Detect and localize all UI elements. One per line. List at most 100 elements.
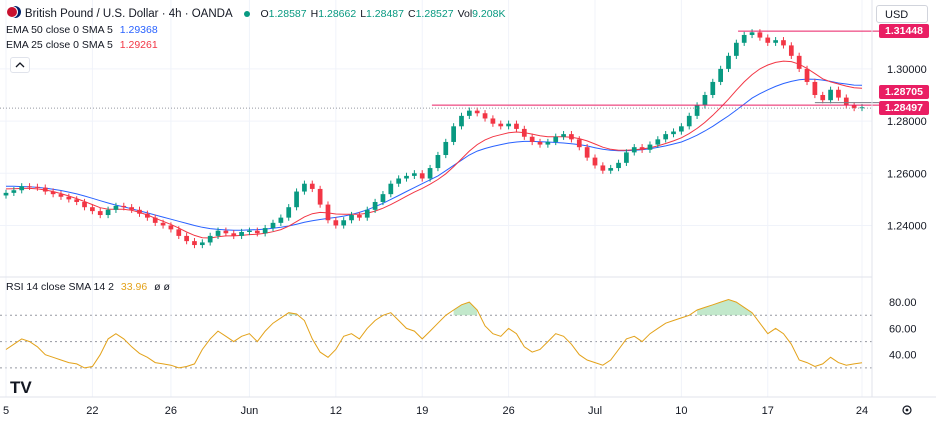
- candle-body: [113, 205, 119, 210]
- candle-body: [726, 55, 731, 69]
- candle-body: [435, 155, 441, 169]
- currency-selector[interactable]: USD: [876, 5, 928, 23]
- candle-body: [160, 222, 166, 226]
- candle-body: [741, 34, 747, 43]
- candle-body: [388, 183, 394, 195]
- candle-body: [333, 220, 339, 226]
- ohlc-key-h: H: [310, 8, 319, 20]
- candle-body: [192, 241, 197, 246]
- rsi-value: 33.96: [120, 281, 148, 293]
- candle-body: [592, 157, 598, 166]
- time-tick-label: Jun: [241, 405, 259, 417]
- candle-body: [600, 165, 606, 171]
- candle-body: [97, 211, 103, 216]
- ema25-legend[interactable]: EMA 25 close 0 SMA 5 1.29261: [6, 39, 162, 51]
- candle-body: [121, 205, 127, 208]
- time-tick-label: 26: [502, 405, 514, 417]
- price-tick-label: 1.28000: [887, 116, 927, 128]
- candle-body: [364, 209, 370, 218]
- candle-body: [145, 213, 150, 218]
- candle-body: [247, 230, 252, 232]
- candle-body: [647, 144, 653, 150]
- candle-body: [733, 42, 739, 56]
- candle-body: [639, 147, 645, 150]
- candle-body: [859, 107, 865, 109]
- time-axis: 5 22 26 Jun 12 19 26 Jul 10 17 24: [3, 405, 868, 417]
- candle-body: [765, 37, 771, 43]
- price-tick-label: 1.24000: [887, 220, 927, 232]
- flag-icon: [6, 6, 18, 18]
- candle-body: [90, 207, 95, 212]
- candle-body: [451, 126, 456, 142]
- candle-body: [773, 40, 778, 43]
- candle-body: [553, 136, 559, 142]
- candle-body: [396, 178, 402, 184]
- candle-body: [404, 175, 409, 179]
- candle-body: [812, 81, 818, 95]
- time-tick-label: 26: [165, 405, 177, 417]
- symbol-title[interactable]: British Pound / U.S. Dollar · 4h · OANDA: [24, 8, 233, 20]
- candle-body: [820, 94, 826, 101]
- candle-body: [710, 81, 716, 95]
- candle-body: [569, 134, 574, 140]
- time-tick-label: 10: [675, 405, 687, 417]
- candle-body: [35, 186, 40, 188]
- candle-body: [294, 191, 299, 208]
- candle-body: [215, 230, 221, 236]
- candle-body: [129, 207, 135, 210]
- candle-body: [679, 126, 684, 132]
- market-dot-icon: [243, 11, 250, 17]
- rsi-tick-label: 40.00: [889, 350, 917, 362]
- candle-body: [199, 242, 205, 246]
- candle-body: [27, 186, 32, 188]
- ohlc-value-c: 1.28527: [415, 8, 454, 20]
- candle-body: [302, 183, 307, 192]
- candle-body: [254, 230, 260, 234]
- chart-header: British Pound / U.S. Dollar · 4h · OANDA…: [6, 6, 513, 20]
- price-tick-label: 1.26000: [887, 168, 927, 180]
- candle-body: [105, 209, 111, 216]
- candle-body: [466, 110, 472, 116]
- candle-body: [749, 32, 755, 35]
- candle-body: [19, 186, 25, 191]
- ohlc-key-c: C: [408, 8, 416, 20]
- rsi-legend[interactable]: RSI 14 close SMA 14 2 33.96 ø ø: [6, 281, 174, 293]
- price-badge-current: 1.28497: [879, 101, 929, 115]
- candle-body: [412, 173, 417, 176]
- candle-body: [223, 230, 229, 234]
- candle-body: [694, 105, 700, 116]
- ema-50-line: [6, 78, 863, 231]
- gear-icon[interactable]: [902, 405, 912, 415]
- candle-body: [718, 68, 723, 82]
- time-tick-label: 17: [762, 405, 774, 417]
- candle-body: [66, 196, 72, 200]
- time-tick-label: Jul: [588, 405, 602, 417]
- candle-body: [788, 45, 794, 56]
- rsi-extra: ø ø: [154, 281, 170, 293]
- candle-body: [427, 168, 433, 179]
- ohlc-key-vol: Vol: [457, 8, 473, 20]
- rsi-label: RSI 14 close SMA 14 2: [6, 281, 114, 293]
- candle-body: [843, 97, 849, 106]
- rsi-tick-label: 80.00: [889, 297, 917, 309]
- ohlc-value-l: 1.28487: [366, 8, 404, 20]
- ohlc-values: O1.28587 H1.28662 L1.28487 C1.28527 Vol9.208…: [260, 8, 509, 20]
- rsi-tick-label: 60.00: [889, 323, 917, 335]
- ohlc-value-o: 1.28587: [268, 8, 307, 20]
- ema50-legend[interactable]: EMA 50 close 0 SMA 5 1.29368: [6, 24, 162, 36]
- ohlc-value-vol: 9.208K: [472, 8, 506, 20]
- candle-body: [702, 94, 708, 106]
- candle-body: [74, 199, 80, 202]
- candle-body: [482, 113, 488, 119]
- candle-body: [655, 139, 661, 145]
- candle-body: [804, 68, 810, 82]
- collapse-legend-button[interactable]: [10, 57, 30, 73]
- candle-body: [537, 141, 543, 145]
- candle-body: [796, 55, 802, 69]
- candles: [3, 29, 865, 249]
- candle-body: [184, 235, 189, 242]
- rsi-path: [5, 298, 863, 369]
- time-tick-label: 5: [3, 405, 9, 417]
- ohlc-key-o: O: [260, 8, 269, 20]
